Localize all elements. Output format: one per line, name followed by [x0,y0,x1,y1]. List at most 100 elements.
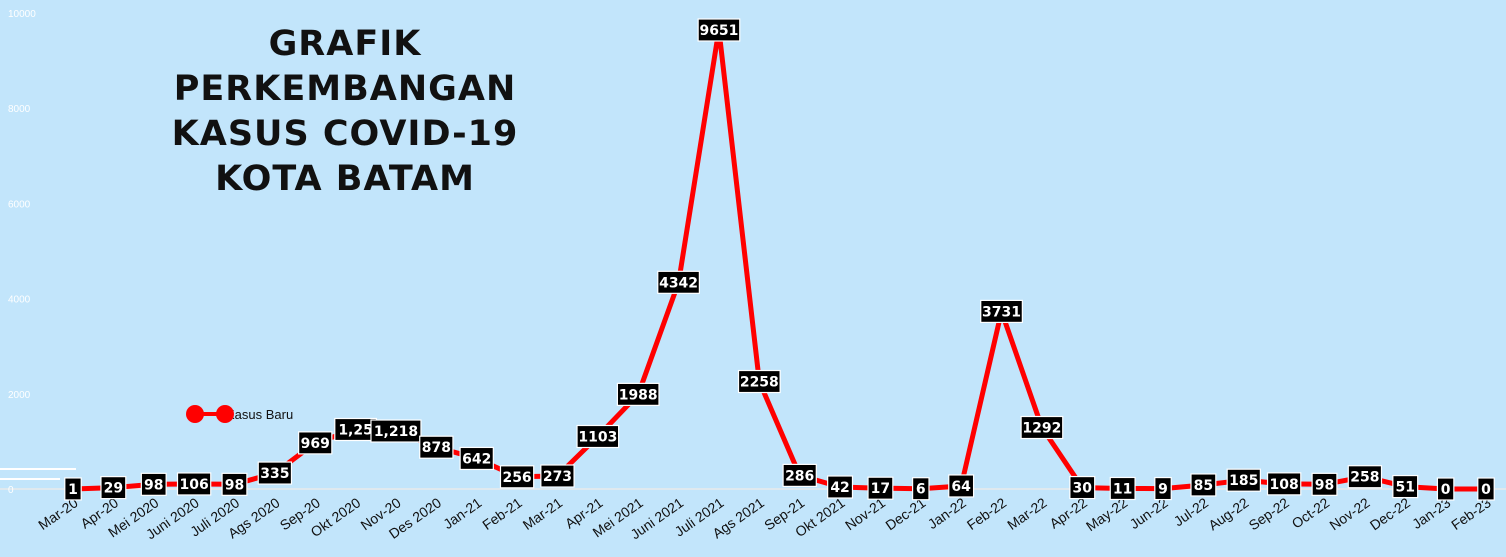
data-label: 273 [540,464,575,488]
chart-title-line-4: KOTA BATAM [215,159,475,199]
y-tick-label: 8000 [8,104,31,115]
svg-text:1103: 1103 [578,429,617,445]
data-label: 256 [499,465,535,489]
chart-legend: Kasus Baru [186,403,293,425]
x-tick-label: Jan-21 [440,494,484,532]
x-tick-label: Nov-21 [842,494,888,533]
data-label: 642 [459,446,494,471]
svg-text:98: 98 [144,477,163,493]
chart-title-line-3: KASUS COVID-19 [171,114,519,154]
svg-text:64: 64 [951,479,971,495]
data-label: 85 [1190,473,1217,497]
data-label: 42 [827,475,854,499]
data-label: 878 [419,435,454,459]
svg-text:0: 0 [1481,482,1491,498]
x-tick-label: Jan-22 [925,494,969,532]
x-tick-label: Dec-22 [1367,494,1413,533]
data-label: 2258 [737,369,781,394]
svg-text:1: 1 [68,482,78,498]
svg-text:108: 108 [1270,477,1299,493]
data-label: 1,218 [370,419,422,443]
y-tick-label: 2000 [8,390,31,401]
svg-text:1,25: 1,25 [338,423,373,439]
data-label: 1292 [1020,415,1064,440]
svg-text:969: 969 [301,436,330,452]
data-label: 64 [948,474,975,498]
data-label: 3731 [980,299,1023,324]
y-tick-label: 6000 [8,199,31,210]
legend-line-marker-icon [186,403,234,425]
chart-title-line-1: GRAFIK [268,24,422,64]
svg-text:42: 42 [830,480,849,496]
svg-text:11: 11 [1113,481,1132,497]
svg-text:273: 273 [543,469,572,485]
data-label: 108 [1266,472,1302,496]
decor-line-bottom [0,478,60,480]
x-tick-label: Nov-22 [1326,494,1372,533]
y-tick-label: 4000 [8,295,31,306]
data-label: 1,25 [334,417,377,442]
y-tick-label: 10000 [8,9,36,20]
svg-text:642: 642 [462,451,491,467]
x-tick-label: Apr-22 [1046,494,1090,531]
svg-text:1292: 1292 [1022,421,1061,437]
x-tick-label: Aug-22 [1205,494,1251,533]
svg-text:3731: 3731 [982,304,1021,320]
svg-text:185: 185 [1229,473,1258,489]
svg-text:878: 878 [422,440,451,456]
x-tick-label: Feb-21 [479,494,525,533]
svg-text:98: 98 [1315,477,1334,493]
data-label: 1103 [576,424,620,449]
data-label: 286 [782,463,817,487]
y-tick-label: 0 [8,485,14,496]
data-label: 0 [1436,477,1455,501]
svg-text:9: 9 [1158,482,1168,498]
data-label: 98 [221,472,248,496]
svg-text:9651: 9651 [699,23,738,39]
svg-text:258: 258 [1350,470,1379,486]
svg-text:1,218: 1,218 [374,424,418,440]
x-tick-label: Sep-22 [1246,494,1292,533]
data-label: 51 [1392,474,1419,499]
data-label: 9 [1154,476,1172,501]
legend-label: Kasus Baru [226,406,294,422]
x-tick-label: Mar-22 [1004,494,1050,533]
data-label: 17 [867,476,894,500]
svg-text:6: 6 [916,482,926,498]
x-tick-label: Mar-21 [520,494,566,533]
svg-text:106: 106 [179,477,208,493]
data-label: 11 [1109,476,1136,501]
svg-text:29: 29 [104,481,123,497]
data-label: 30 [1069,475,1096,500]
data-label: 9651 [697,18,741,42]
x-tick-label: Jul-22 [1171,494,1212,529]
data-label: 335 [257,461,293,485]
svg-text:2258: 2258 [740,375,779,391]
x-tick-label: May-22 [1083,494,1131,534]
svg-text:51: 51 [1396,480,1415,496]
svg-text:335: 335 [260,466,289,482]
x-tick-label: Oct-22 [1289,494,1333,531]
data-label: 98 [1311,472,1338,496]
svg-text:256: 256 [502,470,531,486]
data-label: 29 [100,476,127,500]
svg-text:286: 286 [785,468,814,484]
data-label: 98 [140,472,167,496]
data-label: 4342 [657,270,700,294]
svg-text:98: 98 [225,477,244,493]
data-label: 258 [1347,465,1383,489]
svg-text:0: 0 [1441,482,1451,498]
decor-line-top [0,468,76,470]
chart-title: GRAFIK PERKEMBANGAN KASUS COVID-19 KOTA … [140,22,550,202]
svg-text:30: 30 [1073,481,1093,497]
data-label: 969 [298,431,333,455]
data-label: 6 [911,477,930,501]
data-label: 185 [1226,468,1261,492]
data-label: 0 [1477,477,1495,501]
svg-text:4342: 4342 [659,275,698,291]
data-label: 106 [176,472,212,496]
data-label: 1988 [616,382,660,406]
x-tick-label: Feb-22 [964,494,1010,533]
